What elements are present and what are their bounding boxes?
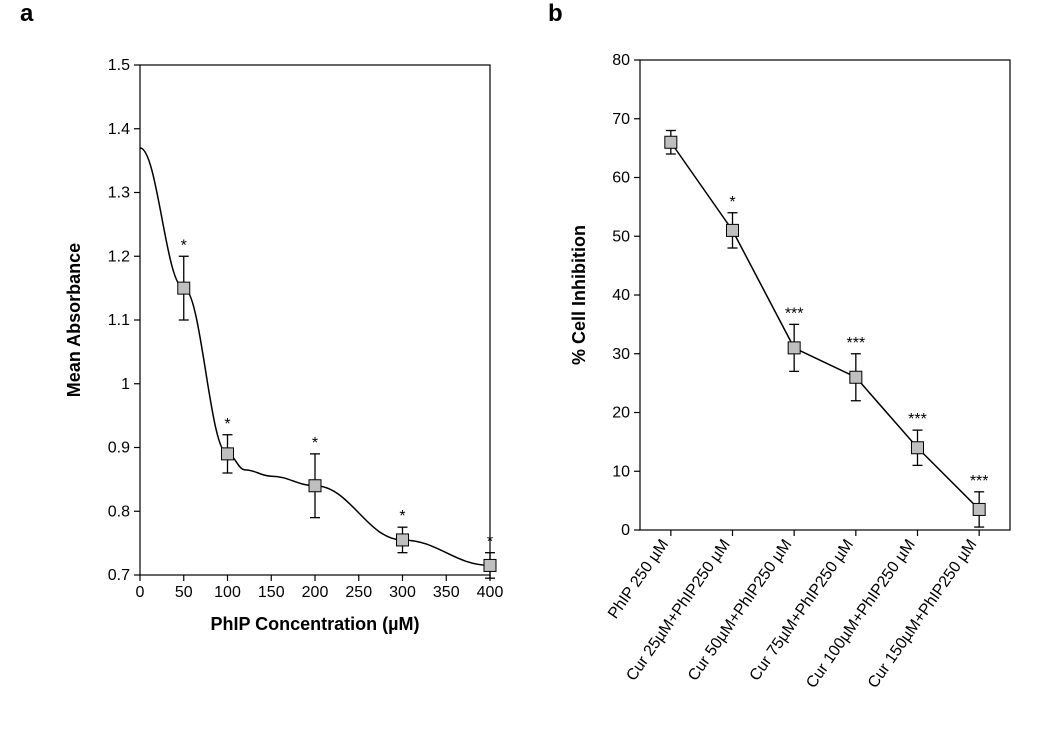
svg-text:*: * — [181, 237, 187, 254]
svg-text:0.7: 0.7 — [108, 567, 130, 584]
svg-text:Cur 75µM+PhIP250 µM: Cur 75µM+PhIP250 µM — [747, 537, 857, 685]
chart-a: 0.7 0.8 0.9 1 1.1 1.2 1.3 1.4 1.5 0 50 100 150 200 250… — [30, 10, 530, 670]
svg-text:***: *** — [908, 411, 927, 428]
svg-text:Cur 100µM+PhIP250 µM: Cur 100µM+PhIP250 µM — [803, 537, 919, 692]
svg-text:Cur 150µM+PhIP250 µM: Cur 150µM+PhIP250 µM — [865, 537, 981, 692]
figure: a b 0.70.80.911.11.21.31.41.505010015020… — [0, 0, 1050, 744]
svg-text:0: 0 — [621, 522, 630, 539]
svg-text:Mean Absorbance: Mean Absorbance — [64, 243, 84, 397]
svg-text:1.2: 1.2 — [108, 248, 130, 265]
svg-text:70: 70 — [612, 111, 630, 128]
svg-text:1.4: 1.4 — [108, 121, 130, 138]
svg-text:PhIP Concentration (µM): PhIP Concentration (µM) — [210, 614, 419, 634]
svg-text:*: * — [487, 534, 493, 551]
svg-text:1.5: 1.5 — [108, 57, 130, 74]
svg-text:0.9: 0.9 — [108, 440, 130, 457]
svg-text:*: * — [729, 194, 735, 211]
svg-text:***: *** — [785, 305, 804, 322]
svg-text:150: 150 — [258, 584, 285, 601]
svg-text:% Cell Inhibition: % Cell Inhibition — [569, 225, 589, 365]
svg-text:Cur 25µM+PhIP250 µM: Cur 25µM+PhIP250 µM — [623, 537, 733, 685]
svg-text:40: 40 — [612, 287, 630, 304]
svg-text:***: *** — [970, 473, 989, 490]
svg-text:0: 0 — [136, 584, 145, 601]
svg-text:350: 350 — [433, 584, 460, 601]
svg-text:1.1: 1.1 — [108, 312, 130, 329]
chart-b: 0 10 20 30 40 50 60 70 80 PhIP 250 µMCur 25µM+PhI… — [550, 10, 1040, 720]
svg-text:*: * — [399, 508, 405, 525]
svg-text:300: 300 — [389, 584, 416, 601]
svg-text:*: * — [224, 416, 230, 433]
svg-text:80: 80 — [612, 52, 630, 69]
svg-text:1.3: 1.3 — [108, 185, 130, 202]
svg-text:50: 50 — [175, 584, 193, 601]
svg-text:60: 60 — [612, 170, 630, 187]
svg-text:1: 1 — [121, 376, 130, 393]
svg-text:50: 50 — [612, 228, 630, 245]
svg-text:200: 200 — [302, 584, 329, 601]
svg-text:20: 20 — [612, 405, 630, 422]
svg-text:100: 100 — [214, 584, 241, 601]
svg-text:*: * — [312, 435, 318, 452]
svg-text:PhIP 250 µM: PhIP 250 µM — [605, 537, 672, 623]
svg-text:0.8: 0.8 — [108, 503, 130, 520]
svg-text:250: 250 — [345, 584, 372, 601]
svg-text:Cur 50µM+PhIP250 µM: Cur 50µM+PhIP250 µM — [685, 537, 795, 685]
svg-text:30: 30 — [612, 346, 630, 363]
svg-text:***: *** — [846, 335, 865, 352]
svg-text:10: 10 — [612, 463, 630, 480]
svg-text:400: 400 — [477, 584, 504, 601]
